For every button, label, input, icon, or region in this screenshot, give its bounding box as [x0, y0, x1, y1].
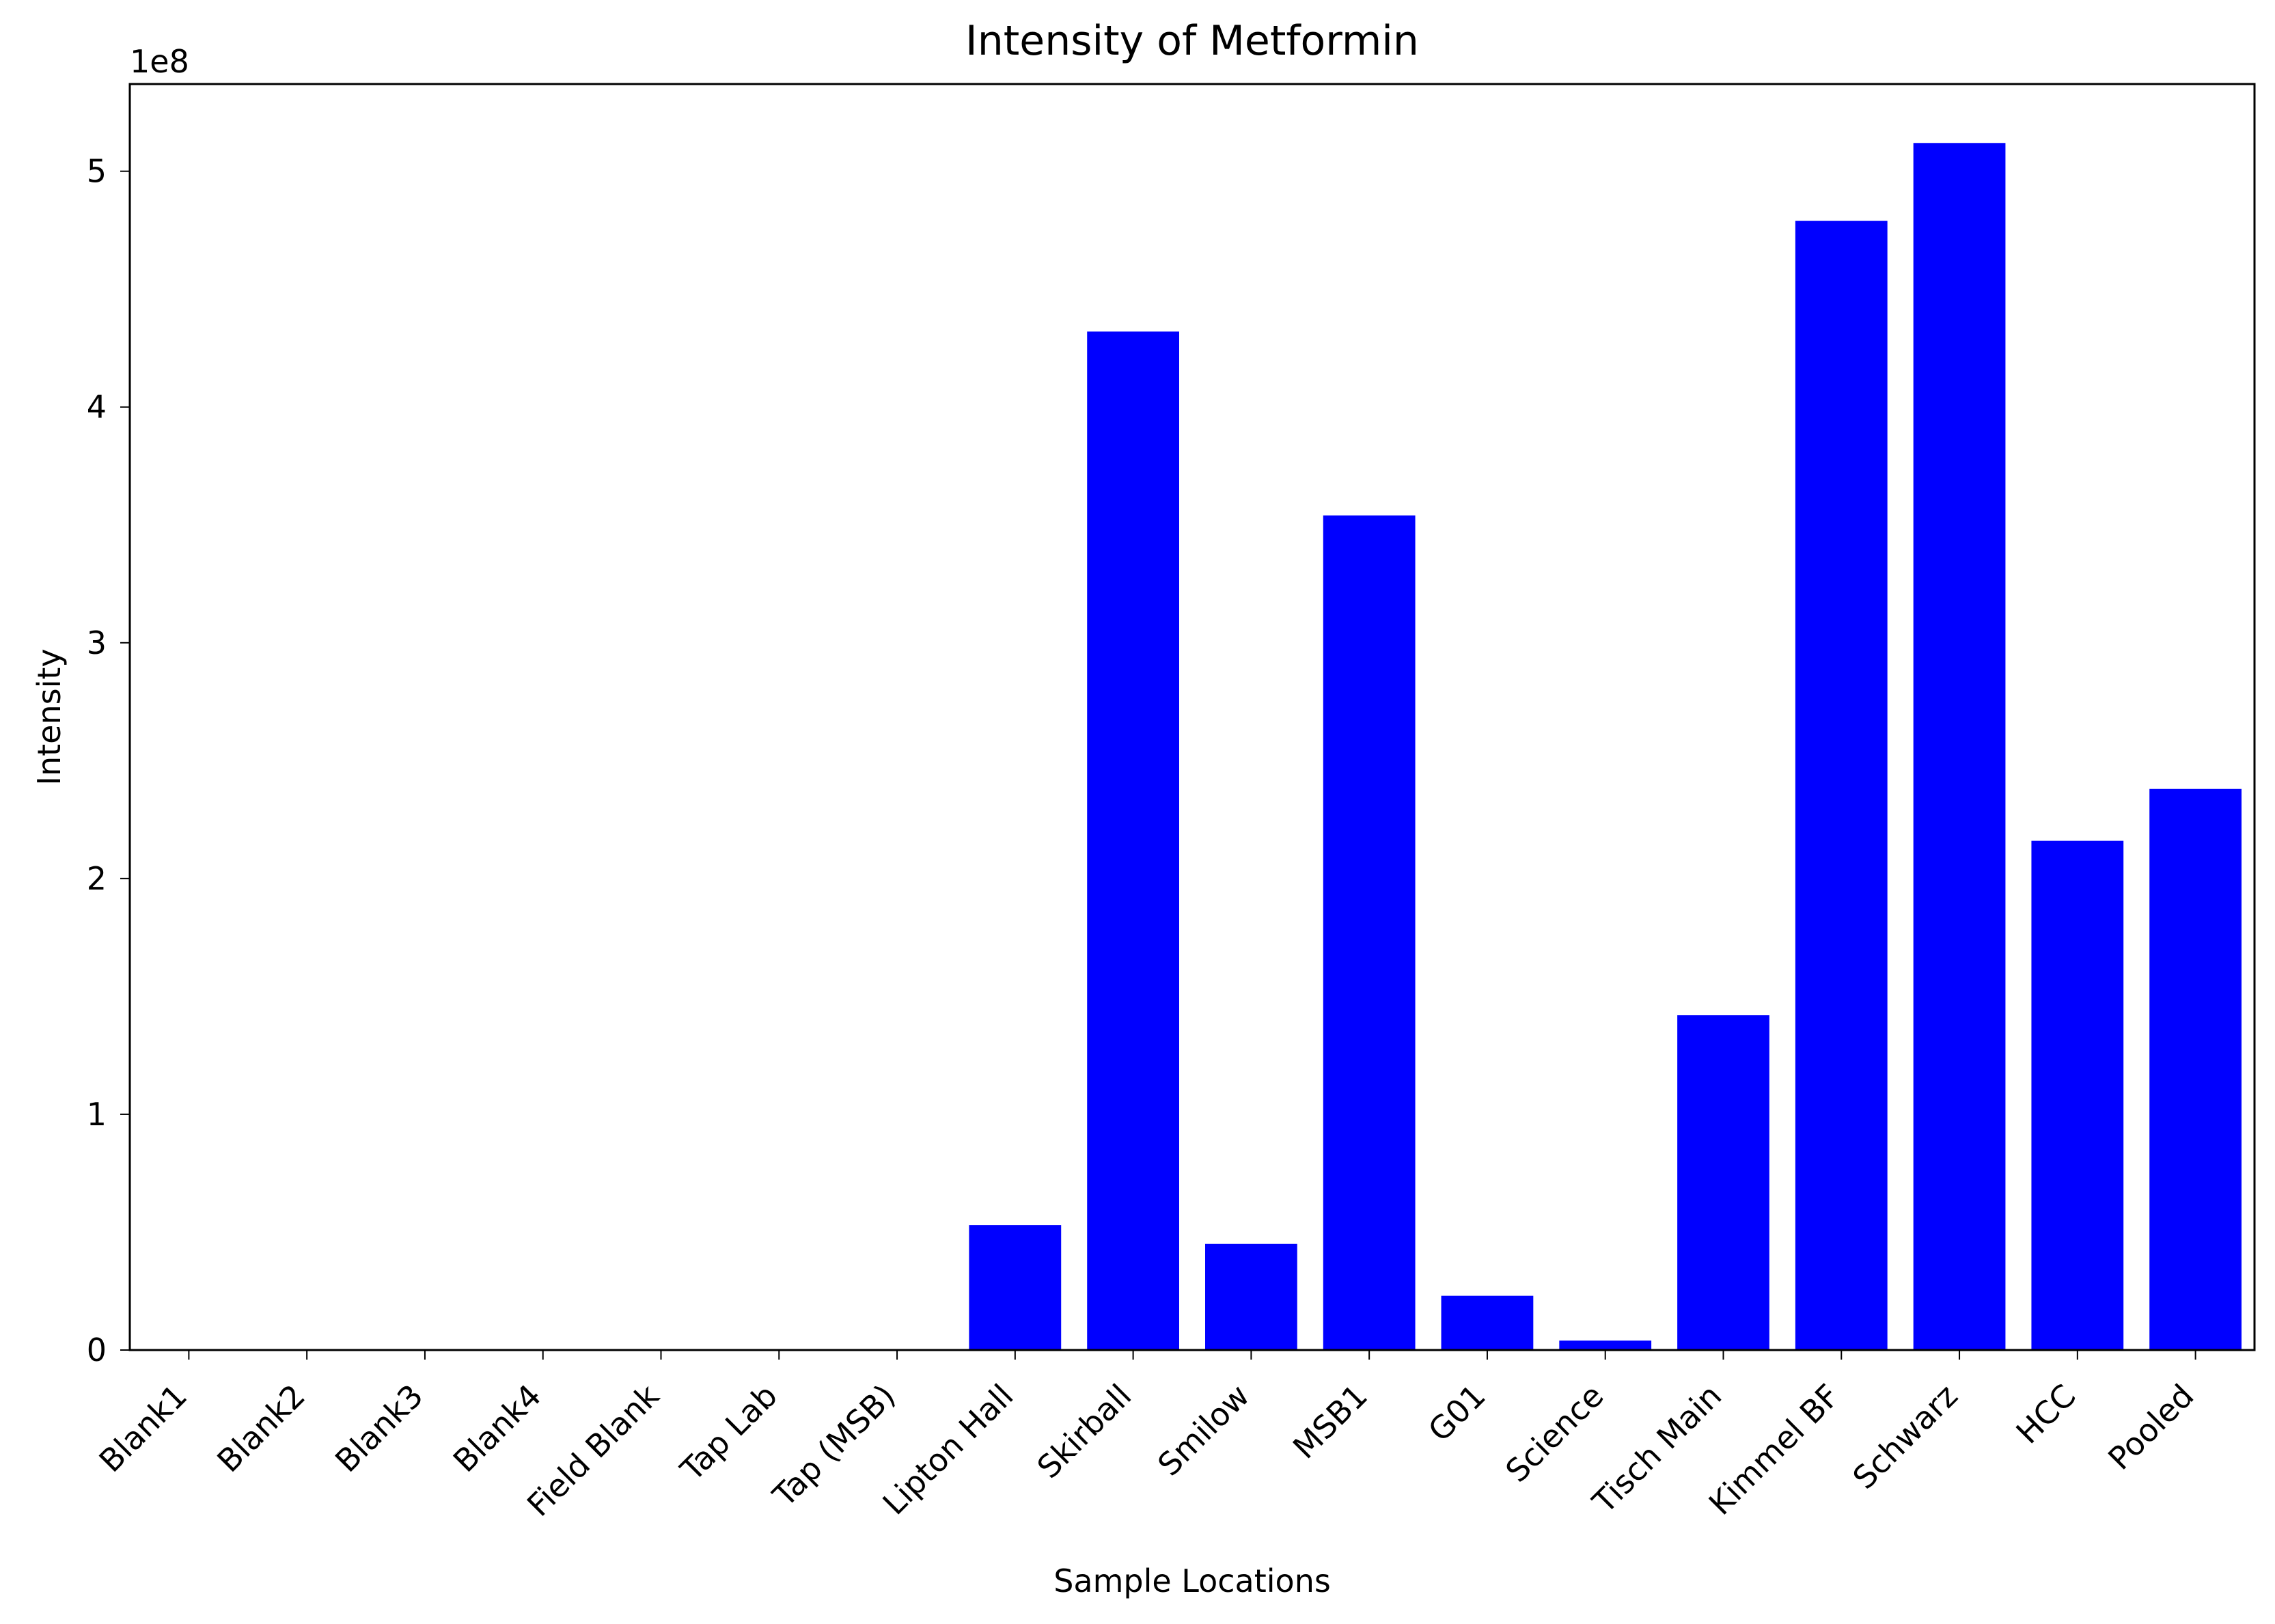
- chart-title: Intensity of Metformin: [965, 17, 1419, 65]
- x-tick-label: Blank2: [210, 1377, 312, 1480]
- y-tick-label: 1: [87, 1096, 107, 1133]
- y-axis-multiplier-label: 1e8: [130, 43, 189, 80]
- bar: [1559, 1340, 1652, 1350]
- x-tick-label: MSB1: [1286, 1377, 1375, 1466]
- bar: [1323, 515, 1416, 1351]
- x-tick-label: Tap Lab: [673, 1377, 784, 1489]
- bar: [1087, 331, 1179, 1350]
- x-tick-label: G01: [1421, 1377, 1493, 1449]
- y-tick-label: 2: [87, 860, 107, 897]
- bar: [1913, 143, 2006, 1350]
- x-axis-label: Sample Locations: [1053, 1563, 1331, 1599]
- y-tick-label: 0: [87, 1332, 107, 1368]
- bar: [969, 1225, 1062, 1350]
- bar: [2149, 788, 2242, 1350]
- y-tick-label: 4: [87, 389, 107, 426]
- y-tick-label: 5: [87, 153, 107, 190]
- x-tick-label: Smilow: [1150, 1377, 1256, 1483]
- x-tick-label: Schwarz: [1846, 1377, 1965, 1496]
- bar: [1205, 1243, 1297, 1350]
- x-tick-label: Skirball: [1030, 1377, 1139, 1486]
- x-tick-label: HCC: [2009, 1377, 2083, 1451]
- bar: [1795, 221, 1888, 1350]
- x-tick-label: Blank3: [328, 1377, 430, 1480]
- x-tick-label: Science: [1498, 1377, 1610, 1489]
- plot-frame: [128, 83, 2256, 1351]
- bar: [1441, 1295, 1534, 1350]
- x-tick-label: Pooled: [2101, 1377, 2201, 1477]
- bar: [1677, 1015, 1769, 1350]
- y-axis-label: Intensity: [31, 648, 68, 785]
- bar: [2031, 840, 2124, 1350]
- x-tick-label: Blank1: [92, 1377, 195, 1480]
- y-tick-label: 3: [87, 624, 107, 661]
- x-tick-label: Blank4: [446, 1377, 549, 1480]
